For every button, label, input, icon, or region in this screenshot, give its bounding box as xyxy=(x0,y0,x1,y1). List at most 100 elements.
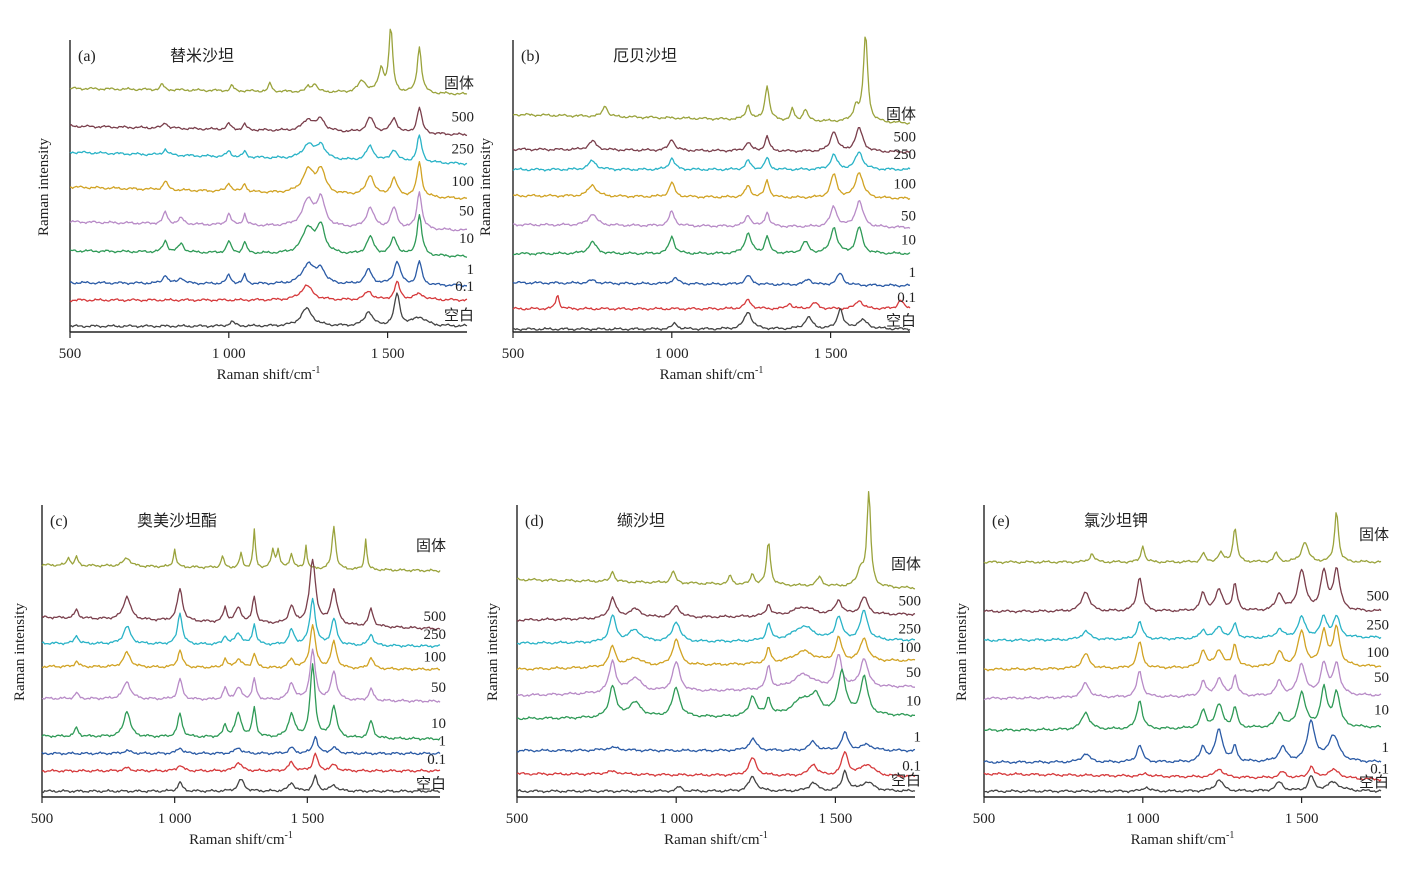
series-trace-8 xyxy=(512,307,911,332)
series-label: 100 xyxy=(452,174,475,190)
series-label: 500 xyxy=(1367,589,1390,605)
series-label: 500 xyxy=(894,130,917,146)
series-label: 10 xyxy=(431,716,446,732)
series-label: 50 xyxy=(906,665,921,681)
series-label: 100 xyxy=(1367,645,1390,661)
series-trace-6 xyxy=(516,731,916,753)
series-label: 1 xyxy=(467,262,475,278)
series-trace-5 xyxy=(516,668,916,721)
series-trace-8 xyxy=(516,769,916,794)
series-label: 10 xyxy=(1374,703,1389,719)
series-label: 50 xyxy=(459,203,474,219)
panel-title: 缬沙坦 xyxy=(617,511,665,530)
series-trace-0 xyxy=(512,36,911,125)
x-tick-label: 1 000 xyxy=(655,346,689,362)
series-trace-1 xyxy=(512,127,911,154)
panel-label: (d) xyxy=(525,513,544,530)
series-trace-7 xyxy=(516,751,916,778)
series-trace-7 xyxy=(983,765,1382,782)
panel-e: 500 1 000 1 500 Raman shift/cm-1 Raman inten… xyxy=(954,505,1389,848)
series-trace-0 xyxy=(41,525,441,573)
series-trace-0 xyxy=(516,490,916,590)
panel-title: 奥美沙坦酯 xyxy=(137,511,217,530)
x-axis-label-superscript: -1 xyxy=(760,830,768,841)
x-axis-label: Raman shift/cm-1 xyxy=(217,365,321,383)
x-axis-label-superscript: -1 xyxy=(1226,830,1234,841)
series-label: 0.1 xyxy=(455,279,474,295)
panel-label: (a) xyxy=(78,48,96,65)
series-label: 0.1 xyxy=(897,290,916,306)
series-label: 250 xyxy=(1367,617,1390,633)
series-label: 空白 xyxy=(1359,773,1389,791)
series-label: 50 xyxy=(431,680,446,696)
series-trace-5 xyxy=(41,663,441,741)
panel-title: 氯沙坦钾 xyxy=(1084,511,1148,530)
x-axis-label-text: Raman shift/cm xyxy=(660,367,756,383)
x-axis-label-text: Raman shift/cm xyxy=(189,832,285,848)
series-trace-1 xyxy=(983,567,1382,614)
series-label: 250 xyxy=(424,627,447,643)
x-tick-label: 1 000 xyxy=(1126,811,1160,827)
x-tick-label: 1 500 xyxy=(1285,811,1319,827)
series-trace-8 xyxy=(69,292,468,329)
series-trace-6 xyxy=(69,260,467,288)
y-axis-label: Raman intensity xyxy=(12,603,28,701)
series-label: 100 xyxy=(894,177,917,193)
series-trace-4 xyxy=(512,200,911,229)
x-tick-label: 1 500 xyxy=(290,811,324,827)
x-tick-label: 1 000 xyxy=(659,811,693,827)
series-trace-6 xyxy=(41,735,441,756)
x-axis-label-text: Raman shift/cm xyxy=(664,832,760,848)
series-trace-4 xyxy=(69,191,468,232)
x-axis-label: Raman shift/cm-1 xyxy=(1131,830,1235,848)
series-trace-4 xyxy=(516,653,915,697)
series-label: 250 xyxy=(452,141,475,157)
series-label: 固体 xyxy=(444,74,474,92)
series-label: 1 xyxy=(914,730,922,746)
series-label: 50 xyxy=(901,208,916,224)
y-axis-label: Raman intensity xyxy=(485,603,501,701)
series-label: 500 xyxy=(424,609,447,625)
series-label: 0.1 xyxy=(1370,762,1389,778)
series-label: 500 xyxy=(899,594,922,610)
series-label: 固体 xyxy=(416,537,446,555)
y-axis-label: Raman intensity xyxy=(36,138,52,236)
x-tick-label: 1 000 xyxy=(212,346,246,362)
series-trace-5 xyxy=(69,213,468,258)
series-label: 0.1 xyxy=(902,758,921,774)
series-trace-8 xyxy=(41,774,441,794)
panel-b: 500 1 000 1 500 Raman shift/cm-1 Raman inten… xyxy=(478,36,917,383)
x-axis-label-superscript: -1 xyxy=(285,830,293,841)
series-label: 固体 xyxy=(886,105,916,123)
x-axis-label-superscript: -1 xyxy=(755,365,763,376)
series-label: 空白 xyxy=(886,311,916,329)
series-trace-5 xyxy=(983,683,1382,733)
y-axis-label: Raman intensity xyxy=(478,138,494,236)
x-tick-label: 500 xyxy=(506,811,529,827)
panel-label: (b) xyxy=(521,48,540,65)
panel-a: 500 1 000 1 500 Raman shift/cm-1 Raman inten… xyxy=(36,28,475,383)
series-label: 10 xyxy=(901,233,916,249)
panel-d: 500 1 000 1 500 Raman shift/cm-1 Raman inten… xyxy=(485,490,922,848)
series-trace-2 xyxy=(516,609,916,645)
series-trace-6 xyxy=(983,719,1382,765)
x-tick-label: 1 500 xyxy=(371,346,405,362)
series-trace-1 xyxy=(516,596,916,622)
series-trace-7 xyxy=(69,280,468,303)
series-trace-4 xyxy=(41,648,441,703)
x-axis-label-text: Raman shift/cm xyxy=(217,367,313,383)
series-label: 固体 xyxy=(891,555,921,573)
series-trace-4 xyxy=(983,660,1382,701)
series-label: 0.1 xyxy=(427,752,446,768)
series-trace-6 xyxy=(512,272,910,288)
series-label: 1 xyxy=(439,734,447,750)
series-label: 1 xyxy=(1382,740,1390,756)
series-trace-3 xyxy=(516,635,916,671)
x-axis-label-text: Raman shift/cm xyxy=(1131,832,1227,848)
series-label: 250 xyxy=(899,622,922,638)
series-trace-3 xyxy=(69,160,468,200)
series-trace-7 xyxy=(41,752,441,773)
series-trace-7 xyxy=(512,294,911,311)
series-label: 固体 xyxy=(1359,525,1389,543)
series-trace-0 xyxy=(983,512,1382,565)
